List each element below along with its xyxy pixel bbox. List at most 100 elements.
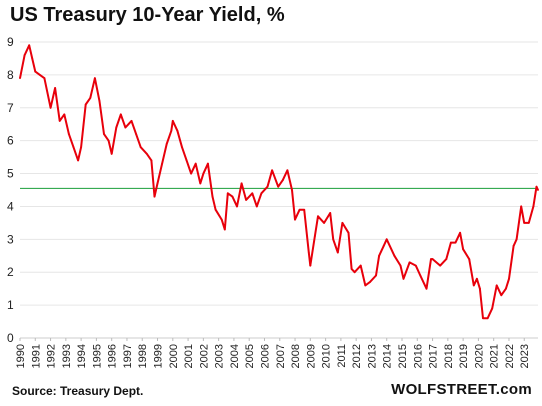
- x-tick-label: 2013: [366, 344, 378, 368]
- brand-logo-text: WOLFSTREET.com: [391, 381, 532, 398]
- y-tick-label: 0: [7, 331, 14, 345]
- data-point: [124, 126, 127, 129]
- data-point: [23, 54, 26, 57]
- x-tick-label: 2019: [458, 344, 470, 368]
- data-point: [93, 77, 96, 80]
- data-point: [375, 274, 377, 277]
- data-point: [63, 113, 66, 116]
- x-tick-label: 2012: [351, 344, 363, 368]
- data-point: [281, 179, 284, 182]
- data-point: [402, 277, 405, 280]
- data-point: [535, 185, 538, 188]
- x-tick-label: 1995: [91, 344, 103, 368]
- x-tick-label: 2014: [382, 344, 394, 368]
- data-point: [520, 205, 523, 208]
- data-point: [236, 205, 238, 208]
- data-point: [347, 231, 350, 234]
- data-point: [353, 271, 356, 274]
- x-tick-label: 2018: [443, 344, 455, 368]
- data-point: [84, 103, 87, 106]
- data-point: [512, 245, 515, 247]
- x-tick-label: 1998: [137, 344, 149, 368]
- data-point: [537, 189, 539, 191]
- data-point: [139, 146, 142, 149]
- data-point: [119, 113, 122, 116]
- data-point: [260, 192, 263, 195]
- y-tick-label: 7: [7, 101, 14, 115]
- data-point: [425, 287, 428, 290]
- data-point: [314, 235, 316, 237]
- data-point: [307, 251, 310, 254]
- data-point: [439, 264, 442, 267]
- x-tick-label: 1992: [46, 344, 58, 368]
- data-point: [482, 317, 484, 320]
- y-tick-label: 3: [7, 232, 14, 246]
- data-point: [28, 44, 31, 47]
- data-point: [431, 258, 434, 260]
- data-point: [43, 77, 46, 80]
- data-point: [171, 120, 174, 122]
- data-point: [190, 172, 193, 175]
- data-point: [49, 106, 52, 109]
- data-point: [515, 238, 518, 241]
- data-point: [34, 70, 37, 73]
- x-tick-label: 2020: [473, 344, 485, 368]
- x-tick-label: 2016: [412, 344, 424, 368]
- data-point: [153, 195, 156, 198]
- data-point: [350, 268, 353, 270]
- data-point: [31, 57, 34, 60]
- y-tick-label: 1: [7, 298, 14, 312]
- data-point: [67, 133, 70, 135]
- data-point: [145, 152, 148, 155]
- data-point: [309, 264, 312, 267]
- data-points: [19, 44, 539, 320]
- data-point: [207, 162, 209, 165]
- x-tick-label: 2010: [321, 344, 333, 368]
- data-point: [165, 143, 168, 145]
- data-point: [255, 205, 258, 208]
- y-tick-label: 4: [7, 199, 14, 213]
- data-point: [161, 162, 164, 165]
- data-point: [445, 258, 448, 260]
- data-point: [359, 264, 362, 267]
- data-point: [156, 182, 159, 185]
- data-point: [475, 277, 478, 280]
- data-point: [251, 192, 254, 195]
- data-point: [414, 264, 417, 267]
- y-tick-label: 8: [7, 68, 14, 82]
- data-point: [98, 100, 101, 103]
- x-axis: 1990 1991 1992 1993 1994 1995 1996 1997 1998 1999…: [15, 338, 531, 368]
- data-point: [399, 264, 402, 267]
- data-point: [223, 228, 226, 231]
- data-point: [170, 129, 173, 132]
- x-tick-label: 2017: [428, 344, 440, 368]
- data-point: [185, 159, 188, 162]
- data-point: [408, 261, 411, 264]
- data-point: [19, 77, 21, 80]
- y-tick-label: 2: [7, 265, 14, 279]
- data-point: [226, 192, 229, 195]
- data-point: [266, 185, 269, 188]
- data-point: [38, 73, 41, 76]
- data-point: [214, 208, 217, 211]
- data-point: [341, 221, 344, 224]
- x-tick-label: 2008: [290, 344, 302, 368]
- data-point: [194, 162, 197, 165]
- x-tick-label: 2023: [519, 344, 531, 368]
- data-point: [115, 126, 118, 129]
- data-point: [135, 133, 138, 135]
- data-point: [468, 258, 471, 260]
- x-tick-label: 2004: [229, 344, 241, 368]
- data-point: [231, 195, 234, 198]
- data-point: [382, 245, 385, 247]
- series-line-yield: [19, 44, 539, 320]
- data-point: [527, 221, 530, 224]
- x-tick-label: 2003: [214, 344, 226, 368]
- data-point: [211, 195, 214, 198]
- y-axis: 0 1 2 3 4 5 6 7 8 9: [7, 35, 14, 345]
- data-point: [364, 284, 367, 287]
- data-point: [291, 189, 293, 191]
- data-point: [369, 281, 371, 283]
- data-point: [486, 317, 489, 320]
- x-tick-label: 2015: [397, 344, 409, 368]
